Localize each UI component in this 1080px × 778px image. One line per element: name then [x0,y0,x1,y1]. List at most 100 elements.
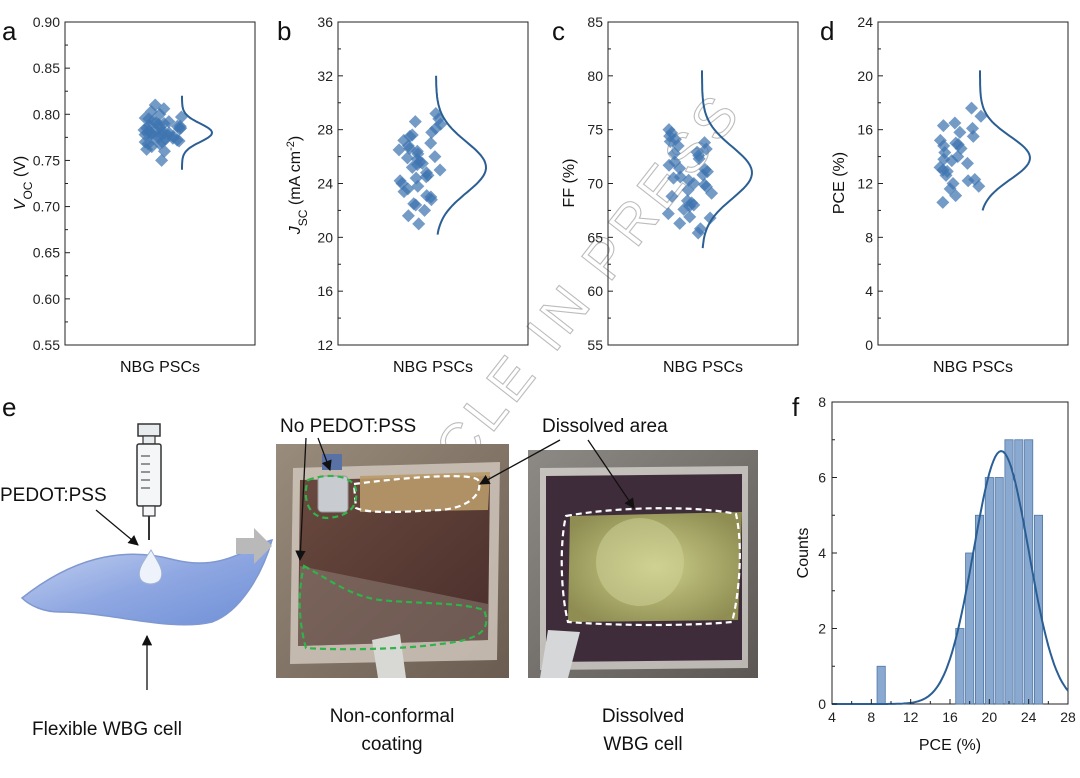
panel-label-f: f [792,392,800,422]
panel-a-yticks: 0.55 0.60 0.65 0.70 0.75 0.80 0.85 0.90 [33,14,70,353]
histogram-bar [974,514,985,705]
caption-dissolved-line2: WBG cell [603,734,682,755]
data-point [407,197,421,211]
panel-a-ylabel: VOC (V) [12,156,35,210]
data-point [936,195,950,209]
ytick-label: 0.80 [33,106,60,122]
panel-c-yticks: 55 60 65 70 75 80 85 [587,14,613,353]
ytick-label: 12 [857,176,873,192]
ytick-label: 0.65 [33,245,60,261]
panel-f-ylabel: Counts [795,528,812,579]
data-point [405,128,419,142]
data-point [428,150,442,164]
data-point [949,136,963,150]
ytick-label: 0.60 [33,291,60,307]
data-point [424,136,438,150]
panel-c-points [661,123,719,240]
panel-b: b 12 16 20 24 28 32 36 JSC (mA cm-2) NBG PSCs [277,14,529,376]
ytick-label: 16 [857,122,873,138]
ytick-label: 0.70 [33,199,60,215]
data-point [408,115,422,129]
data-point [415,156,429,170]
data-point [936,119,950,133]
data-point [683,210,697,224]
data-point [966,129,980,143]
droplet-icon [138,549,163,585]
panel-a-points [137,98,188,167]
histogram-bar [1033,514,1044,705]
panel-f-xlabel: PCE (%) [919,737,981,754]
ytick-label: 24 [317,176,333,192]
data-point [138,111,152,125]
ytick-label: 0.85 [33,60,60,76]
panel-d-xlabel: NBG PSCs [933,359,1013,376]
data-point [937,139,951,153]
ytick-label: 0.75 [33,152,60,168]
data-point [946,177,960,190]
data-point [662,123,676,137]
data-point [960,156,974,170]
data-point [948,116,962,130]
pedot-arrow [95,509,139,546]
data-point [433,163,447,177]
data-point [953,125,967,139]
ytick-label: 36 [317,14,333,30]
panel-a-frame [64,21,256,346]
ytick-label: 8 [865,229,873,245]
panel-f-xticks: 4 8 12 16 20 24 28 [828,699,1076,725]
panel-d-points [933,101,988,209]
data-point [673,170,687,184]
panel-label-c: c [552,16,565,46]
caption-nonconformal-line1: Non-conformal [330,706,455,727]
data-point [698,178,712,192]
data-point [663,135,677,149]
histogram-bar [876,665,886,705]
panel-b-ylabel: JSC (mA cm-2) [285,136,310,235]
panel-a-xlabel: NBG PSCs [120,359,200,376]
caption-nonconformal-line2: coating [361,734,422,755]
photo-dissolved [528,450,758,678]
data-point [668,155,682,169]
xtick-label: 24 [1021,709,1037,725]
ytick-label: 16 [317,283,333,299]
no-pedot-label: No PEDOT:PSS [280,416,416,437]
data-point [703,211,717,225]
ytick-label: 0 [865,337,873,353]
data-point [149,116,163,130]
panel-a: a 0.55 0.60 0.65 0.70 0.75 0.80 0.85 0.90 VOC (… [2,14,256,376]
xtick-label: 28 [1060,709,1076,725]
ytick-label: 20 [857,68,873,84]
panel-f-bars [876,439,1044,705]
panel-e: e PEDOT:PSS Flexible WBG cell [0,392,758,755]
panel-c: c 55 60 65 70 75 80 85 FF (%) NBG PSCs [552,14,799,376]
histogram-bar [955,628,965,705]
panel-b-points [392,107,448,231]
data-point [661,207,675,221]
ytick-label: 28 [317,122,333,138]
data-point [945,154,959,168]
xtick-label: 20 [982,709,998,725]
data-point [419,170,433,184]
no-pedot-arrow-1 [295,437,307,562]
ytick-label: 32 [317,68,333,84]
ytick-label: 0 [818,696,826,712]
data-point [667,146,681,160]
panel-b-yticks: 12 16 20 24 28 32 36 [317,14,343,353]
data-point [698,163,712,177]
process-arrow-icon [236,528,272,564]
ytick-label: 85 [587,14,603,30]
ytick-label: 70 [587,176,603,192]
panel-c-xlabel: NBG PSCs [663,359,743,376]
data-point [693,222,707,236]
histogram-bar [994,477,1004,705]
panel-d-ylabel: PCE (%) [831,152,848,214]
panel-d: d 0 4 8 12 16 20 24 PCE (%) NBG PSCs [820,14,1069,376]
ytick-label: 6 [818,470,826,486]
ytick-label: 4 [818,545,826,561]
panel-label-b: b [277,16,291,46]
panel-b-xlabel: NBG PSCs [393,359,473,376]
panel-label-a: a [2,16,17,46]
data-point [974,109,988,123]
data-point [409,171,423,185]
ytick-label: 4 [865,283,873,299]
